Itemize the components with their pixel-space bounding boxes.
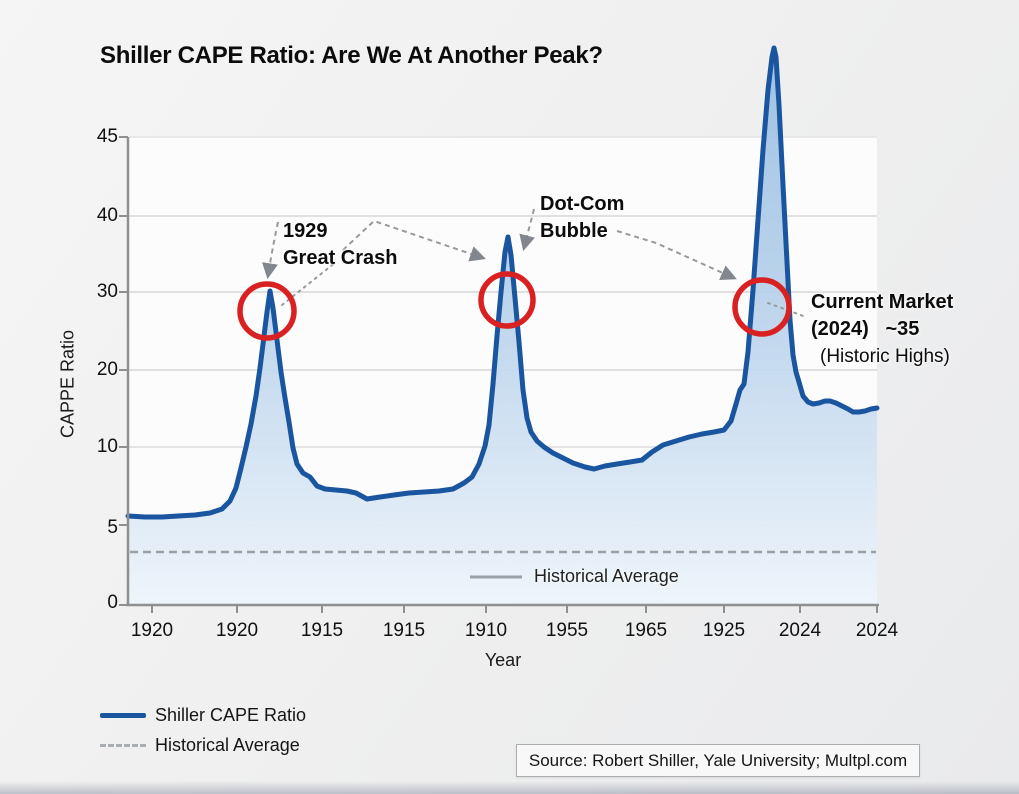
legend-label-average: Historical Average (155, 735, 300, 755)
y-tick-30: 30 (96, 281, 118, 302)
annotation-current-market: Current Market (2024) ~35 (Historic High… (811, 289, 953, 370)
y-tick-0: 0 (107, 592, 118, 613)
x-tick-7: 1965 (624, 620, 668, 641)
legend-label-cape: Shiller CAPE Ratio (155, 705, 307, 725)
legend-swatch-dashed-line-icon (100, 744, 146, 747)
source-box: Source: Robert Shiller, Yale University;… (516, 744, 920, 777)
leader-peak1-to-text (281, 261, 337, 306)
x-tick-9: 2024 (778, 620, 822, 641)
x-tick-5: 1910 (464, 620, 508, 641)
leader-dotcom-to-peak3 (616, 230, 737, 281)
y-tick-45: 45 (96, 126, 118, 147)
annotation-leaders (262, 208, 807, 318)
y-tick-marks (119, 136, 128, 606)
x-tick-4: 1915 (382, 620, 426, 641)
y-tick-10: 10 (96, 436, 118, 457)
annotation-1929: 1929 Great Crash (283, 218, 398, 272)
annotation-current-line2: (2024) ~35 (811, 318, 920, 340)
leader-1929-to-peak1 (262, 221, 279, 280)
x-tick-8: 1925 (702, 620, 746, 641)
leader-dotcom-to-peak2 (519, 208, 535, 252)
legend-item-cape: Shiller CAPE Ratio (100, 705, 306, 726)
y-tick-40: 40 (96, 205, 118, 226)
annotation-dotcom: Dot-Com Bubble (540, 191, 624, 245)
y-tick-20: 20 (96, 359, 118, 380)
y-axis-label: CAPPE Ratio (57, 329, 78, 439)
y-tick-5: 5 (107, 517, 118, 538)
source-text: Source: Robert Shiller, Yale University;… (528, 750, 908, 770)
annotation-dotcom-line1: Dot-Com (540, 193, 625, 215)
peak-circles (237, 271, 792, 341)
x-tick-3: 1915 (300, 620, 344, 641)
x-tick-marks (151, 605, 878, 613)
leader-1929text-to-peak2 (342, 219, 487, 262)
annotation-1929-line1: 1929 (283, 220, 328, 242)
annotation-current-line3: (Historic Highs) (820, 346, 950, 367)
inchart-average-label: Historical Average (534, 566, 679, 586)
x-tick-10: 2024 (855, 620, 899, 641)
chart-title: Shiller CAPE Ratio: Are We At Another Pe… (100, 42, 603, 69)
peak-circle-2024 (732, 277, 792, 337)
bottom-edge-gradient (0, 781, 1019, 794)
annotation-dotcom-line2: Bubble (540, 220, 608, 242)
x-tick-2: 1920 (215, 620, 259, 641)
x-tick-6: 1955 (545, 620, 589, 641)
annotation-1929-line2: Great Crash (283, 247, 398, 269)
legend-item-average: Historical Average (100, 735, 300, 756)
x-tick-1: 1920 (130, 620, 174, 641)
x-axis-label: Year (484, 650, 522, 670)
peak-circle-dotcom (478, 271, 536, 329)
legend-swatch-blue-line-icon (100, 713, 146, 718)
annotation-current-line1: Current Market (811, 291, 954, 313)
peak-circle-1929 (237, 281, 297, 341)
